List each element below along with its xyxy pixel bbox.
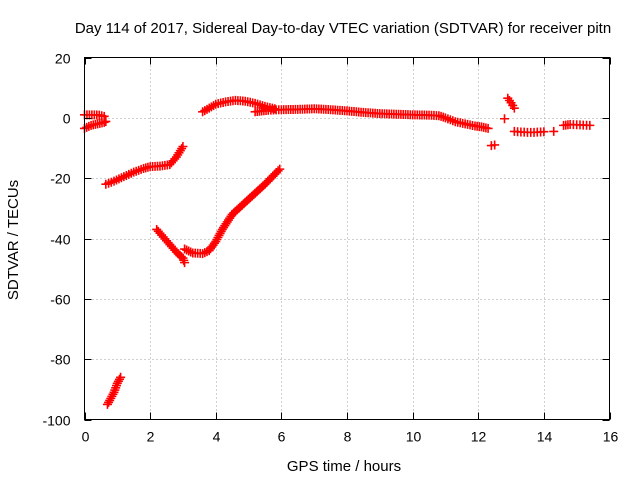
data-point [483,123,493,133]
data-point [509,103,519,113]
data-point [99,111,109,121]
data-point-interp [115,374,124,384]
x-tick-label: 14 [537,429,553,445]
y-tick-label: -100 [42,413,70,429]
axis-ticks [84,57,611,421]
data-point [178,141,188,151]
data-point [180,258,190,268]
series-segment-i [486,140,500,151]
data-point-interp [84,121,94,131]
data-point-interp [104,397,114,407]
data-point [116,372,126,382]
data-point [275,164,285,174]
y-tick-label: -40 [50,232,70,248]
data-point [102,399,112,409]
data-point-interp [215,228,225,238]
data-point-interp [113,376,123,386]
series-segment-m [549,126,559,136]
data-point-interp [184,246,194,256]
series-segment-d [102,372,126,409]
x-axis-label: GPS time / hours [287,458,401,475]
x-tick-labels: 0 2 4 6 8 10 12 14 16 [82,429,619,445]
data-point-interp [212,235,222,245]
x-tick-label: 16 [603,429,619,445]
data-points [80,93,595,409]
data-point-interp [209,101,219,111]
y-tick-label: -80 [50,352,70,368]
series-segment-c [101,141,188,189]
x-tick-label: 10 [406,429,422,445]
y-axis-label: SDTVAR / TECUs [5,180,22,300]
series-segment-j [500,114,509,124]
data-point-interp [105,395,115,405]
series-segment-e [152,224,190,268]
data-point [500,114,509,124]
data-point-interp [108,389,118,399]
series-segment-b [80,110,109,121]
series-segment-l [509,126,549,137]
data-point [101,116,111,126]
data-point [211,237,221,247]
series-segment-f [180,164,285,259]
data-point-interp [214,230,224,240]
x-tick-label: 0 [82,429,90,445]
data-point [198,249,208,259]
data-point-interp [82,122,92,132]
y-tick-label: 0 [63,111,71,127]
data-point [112,378,122,388]
data-point-interp [200,248,210,258]
x-tick-label: 12 [471,429,487,445]
data-point-interp [186,247,196,257]
x-tick-label: 6 [278,429,286,445]
series-segment-h [250,104,493,133]
data-point-interp [107,391,117,401]
data-point [539,127,549,137]
y-tick-labels: -100 -80 -60 -40 -20 0 20 [42,51,70,429]
x-tick-label: 8 [344,429,352,445]
data-point-interp [182,245,192,255]
data-point [106,393,116,403]
chart-title: Day 114 of 2017, Sidereal Day-to-day VTE… [75,20,611,37]
y-tick-label: 20 [55,51,71,67]
y-tick-label: -20 [50,171,70,187]
data-point-interp [177,144,187,154]
y-tick-label: -60 [50,292,70,308]
series-segment-k [503,93,519,113]
data-point-interp [213,232,223,242]
data-point [549,126,559,136]
data-point [585,120,595,130]
x-tick-label: 4 [213,429,221,445]
data-point [180,244,190,254]
series-segment-n [559,119,595,130]
x-tick-label: 2 [147,429,155,445]
data-point [270,104,280,114]
data-point [490,140,500,150]
data-point-interp [273,166,283,176]
